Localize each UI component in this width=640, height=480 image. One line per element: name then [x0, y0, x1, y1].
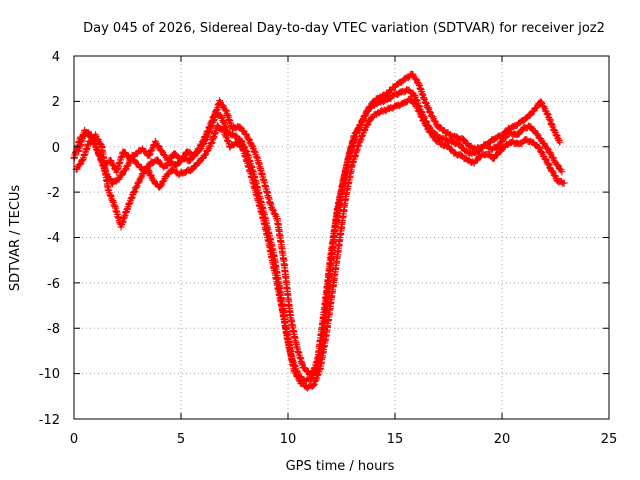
x-tick-label: 10: [280, 432, 297, 447]
data-point: [542, 155, 549, 163]
data-point: [553, 161, 561, 169]
y-tick-label: 0: [52, 141, 60, 156]
x-tick-label: 0: [70, 432, 78, 447]
data-point: [558, 168, 566, 176]
data-point: [199, 140, 207, 148]
data-point: [245, 135, 253, 143]
x-tick-labels: 0 5 10 15 20 25: [70, 432, 617, 447]
x-tick-label: 20: [494, 432, 511, 447]
data-point: [363, 121, 371, 129]
y-tick-label: -10: [39, 367, 60, 382]
data-point: [460, 135, 467, 143]
data-point: [497, 138, 505, 146]
y-tick-labels: 4 2 0 -2 -4 -6 -8 -10 -12: [39, 50, 60, 428]
data-points: [70, 70, 568, 392]
y-tick-label: 2: [52, 95, 60, 110]
y-tick-label: 4: [52, 50, 60, 65]
data-point: [109, 161, 117, 169]
data-point: [201, 151, 209, 159]
y-tick-label: -6: [47, 277, 60, 292]
data-point: [180, 153, 188, 161]
data-point: [537, 98, 545, 106]
data-point: [422, 121, 430, 129]
data-point: [157, 182, 165, 190]
data-point: [121, 166, 129, 174]
chart-title: Day 045 of 2026, Sidereal Day-to-day VTE…: [83, 21, 605, 36]
x-axis-title: GPS time / hours: [286, 459, 395, 474]
y-tick-label: -2: [47, 186, 60, 201]
data-point: [544, 160, 552, 168]
data-point: [158, 147, 166, 155]
data-point: [130, 188, 138, 196]
y-tick-label: -4: [47, 231, 60, 246]
data-point: [146, 151, 153, 159]
data-point: [533, 130, 541, 138]
data-point: [413, 103, 421, 111]
data-point: [448, 146, 456, 153]
data-point: [543, 144, 551, 152]
data-point: [291, 368, 299, 376]
data-point: [201, 137, 208, 145]
data-point: [535, 143, 543, 151]
data-point: [384, 90, 391, 98]
x-tick-label: 25: [601, 432, 618, 447]
data-point: [216, 97, 223, 105]
data-point: [172, 150, 180, 158]
data-point: [556, 138, 564, 146]
x-tick-label: 5: [177, 432, 185, 447]
data-point: [418, 113, 425, 121]
axis-ticks: [73, 55, 610, 420]
y-axis-title: SDTVAR / TECUs: [8, 185, 23, 292]
data-point: [560, 179, 568, 187]
x-tick-label: 15: [387, 432, 404, 447]
y-tick-label: -12: [39, 413, 60, 428]
grid-lines: [74, 56, 609, 419]
y-tick-label: -8: [47, 322, 60, 337]
data-point: [420, 117, 427, 125]
